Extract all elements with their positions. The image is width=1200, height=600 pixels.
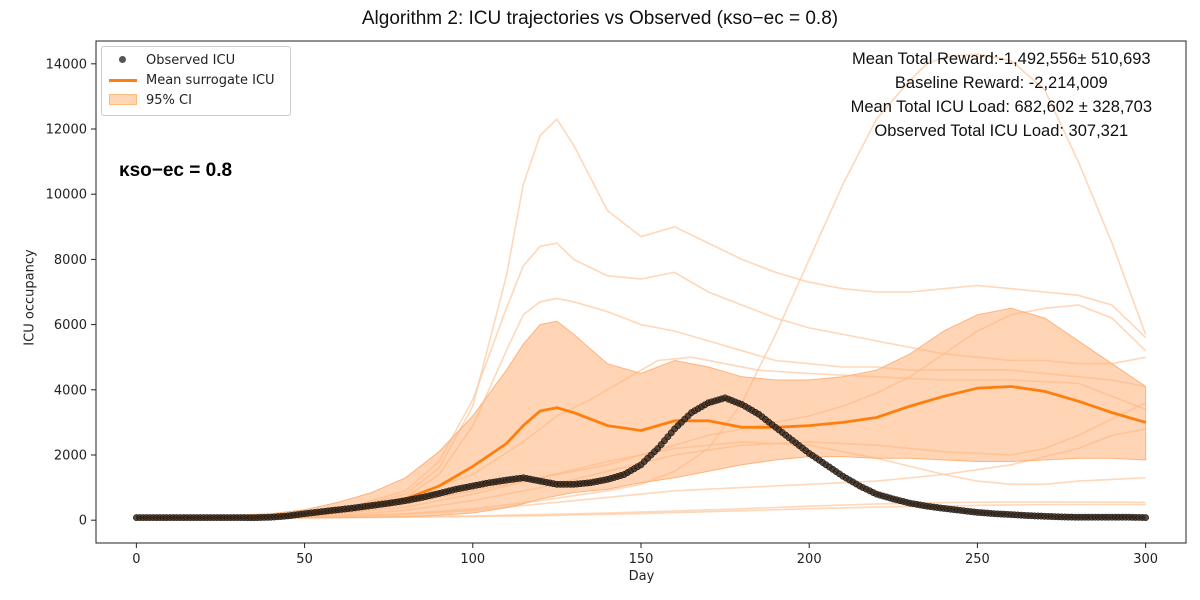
ci-band bbox=[135, 307, 1147, 520]
stats-annotation: Mean Total Reward:-1,492,556± 510,693 Ba… bbox=[851, 47, 1152, 143]
x-tick-label: 50 bbox=[296, 552, 313, 567]
x-tick-label: 0 bbox=[132, 552, 140, 567]
ci-layer bbox=[135, 307, 1147, 520]
x-tick-label: 250 bbox=[965, 552, 990, 567]
y-tick-label: 10000 bbox=[46, 188, 87, 203]
legend-label-mean: Mean surrogate ICU bbox=[146, 72, 275, 88]
mean-total-icu-load: Mean Total ICU Load: 682,602 ± 328,703 bbox=[850, 98, 1152, 116]
observed-total-icu-load: Observed Total ICU Load: 307,321 bbox=[874, 122, 1129, 140]
y-tick-label: 12000 bbox=[46, 123, 87, 138]
x-axis-label: Day bbox=[628, 569, 655, 584]
baseline-reward: Baseline Reward: -2,214,009 bbox=[894, 74, 1108, 92]
legend-item-mean: Mean surrogate ICU bbox=[102, 71, 275, 89]
y-axis-label: ICU occupancy bbox=[22, 249, 38, 346]
y-tick-label: 4000 bbox=[54, 383, 87, 398]
y-tick-label: 2000 bbox=[54, 448, 87, 463]
y-tick-label: 0 bbox=[79, 514, 87, 529]
y-tick-label: 14000 bbox=[46, 57, 87, 72]
observed-point bbox=[1142, 514, 1150, 521]
legend: Observed ICU Mean surrogate ICU 95% CI bbox=[101, 46, 291, 116]
x-tick-label: 300 bbox=[1133, 552, 1158, 567]
kappa-annotation: κso−ec = 0.8 bbox=[119, 160, 233, 181]
y-axis: 0 2000 4000 6000 8000 10000 12000 14000 bbox=[46, 57, 96, 529]
x-tick-label: 200 bbox=[797, 552, 822, 567]
legend-label-ci: 95% CI bbox=[146, 92, 192, 108]
mean-total-reward: Mean Total Reward:-1,492,556± 510,693 bbox=[851, 50, 1151, 68]
legend-item-observed: Observed ICU bbox=[102, 51, 235, 69]
x-tick-label: 100 bbox=[460, 552, 485, 567]
observed-layer bbox=[132, 394, 1150, 522]
chart-title: Algorithm 2: ICU trajectories vs Observe… bbox=[361, 8, 839, 29]
x-tick-label: 150 bbox=[629, 552, 654, 567]
legend-item-ci: 95% CI bbox=[102, 91, 192, 109]
x-axis: 0 50 100 150 200 250 300 bbox=[132, 543, 1158, 567]
observed-marker-icon bbox=[108, 51, 138, 69]
legend-label-observed: Observed ICU bbox=[146, 52, 236, 68]
y-tick-label: 6000 bbox=[54, 318, 87, 333]
mean-line-icon bbox=[108, 71, 138, 89]
ci-patch-icon bbox=[108, 91, 138, 109]
y-tick-label: 8000 bbox=[54, 253, 87, 268]
